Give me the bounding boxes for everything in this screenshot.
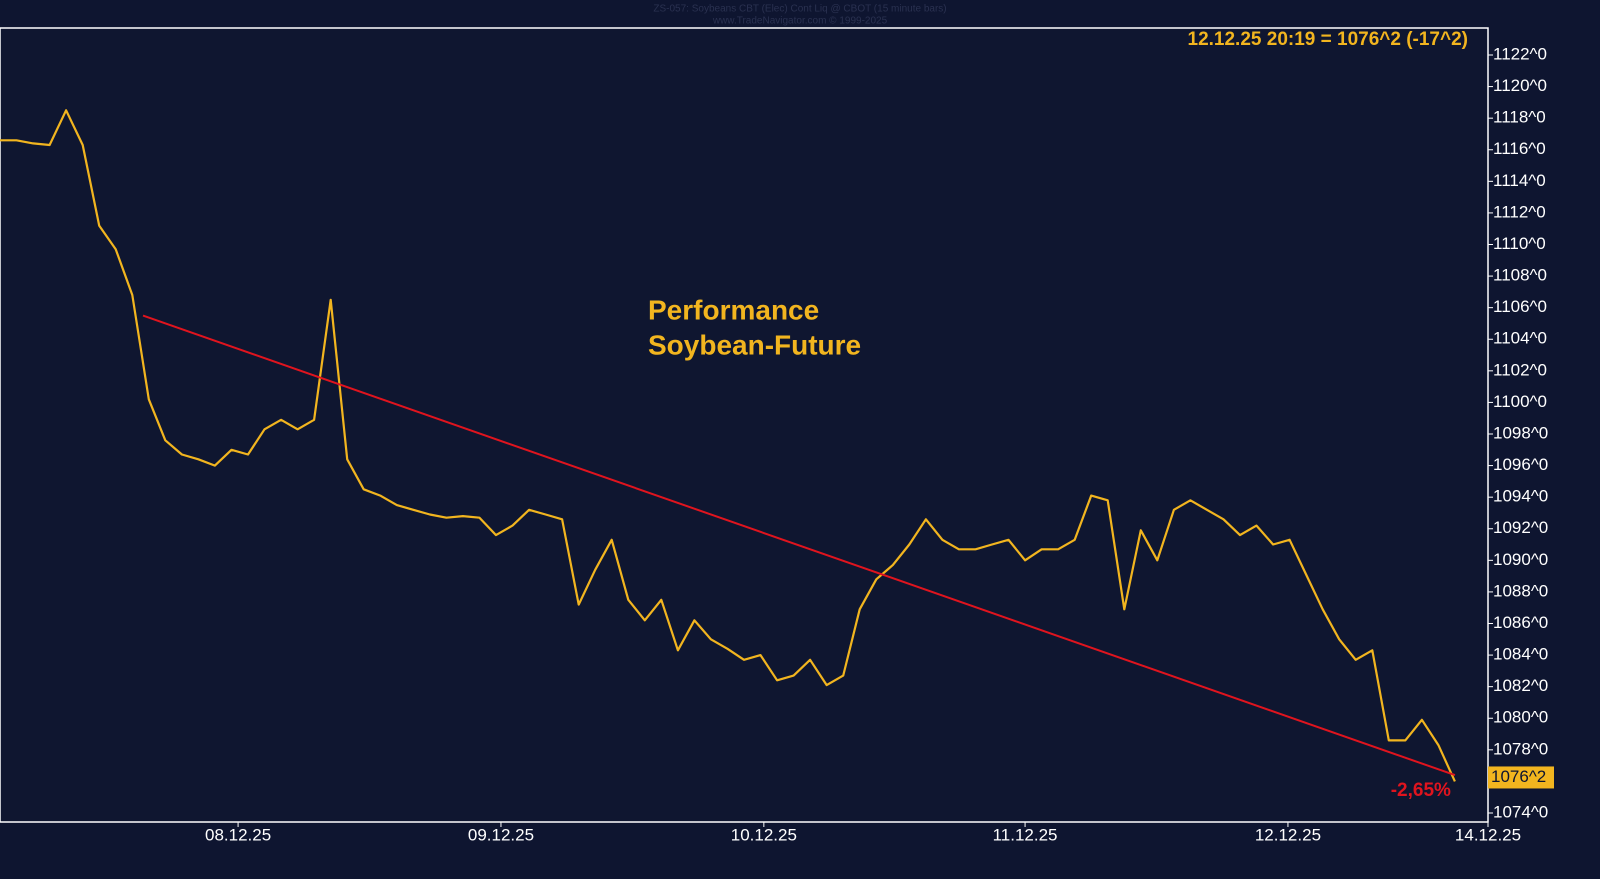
- y-tick-label: 1082^0: [1493, 676, 1548, 695]
- y-tick-label: 1122^0: [1493, 44, 1547, 63]
- y-tick-label: 1112^0: [1493, 202, 1546, 221]
- plot-frame: [0, 27, 1489, 823]
- last-price-label: 1076^2: [1491, 767, 1546, 786]
- quote: 12.12.25 20:19 = 1076^2 (-17^2): [1188, 29, 1468, 50]
- y-tick-label: 1094^0: [1493, 487, 1548, 506]
- x-tick-label: 12.12.25: [1255, 825, 1321, 844]
- annotation: Performance: [648, 294, 819, 325]
- x-tick-label: 10.12.25: [731, 825, 797, 844]
- y-tick-label: 1100^0: [1493, 392, 1547, 411]
- y-tick-label: 1080^0: [1493, 708, 1548, 727]
- trend-line: [142, 314, 1456, 777]
- y-tick-label: 1096^0: [1493, 455, 1548, 474]
- x-tick-label: 14.12.25: [1455, 825, 1521, 844]
- y-tick-label: 1118^0: [1493, 108, 1546, 127]
- last-price-box: [1488, 766, 1554, 789]
- x-tick-label: 11.12.25: [993, 825, 1058, 844]
- x-tick-label: 09.12.25: [468, 825, 534, 844]
- y-tick-label: 1088^0: [1493, 581, 1548, 600]
- y-tick-label: 1104^0: [1493, 329, 1547, 348]
- y-tick-label: 1098^0: [1493, 423, 1548, 442]
- y-tick-label: 1108^0: [1493, 266, 1547, 285]
- annotation: Soybean-Future: [648, 329, 861, 360]
- y-tick-label: 1086^0: [1493, 613, 1548, 632]
- y-tick-label: 1106^0: [1493, 297, 1547, 316]
- y-tick-label: 1116^0: [1493, 139, 1546, 158]
- change-label: -2,65%: [1391, 780, 1451, 801]
- y-tick-label: 1110^0: [1493, 234, 1546, 253]
- y-tick-label: 1114^0: [1493, 171, 1546, 190]
- price-line: [0, 109, 1456, 782]
- y-tick-label: 1120^0: [1493, 76, 1547, 95]
- y-tick-label: 1090^0: [1493, 550, 1548, 569]
- x-tick-label: 08.12.25: [205, 825, 271, 844]
- chart-title: ZS-057: Soybeans CBT (Elec) Cont Liq @ C…: [653, 4, 946, 15]
- y-tick-label: 1092^0: [1493, 518, 1548, 537]
- y-tick-label: 1084^0: [1493, 645, 1548, 664]
- y-tick-label: 1074^0: [1493, 802, 1548, 821]
- y-tick-label: 1078^0: [1493, 739, 1548, 758]
- y-tick-label: 1102^0: [1493, 360, 1547, 379]
- chart-subtitle: www.TradeNavigator.com © 1999-2025: [712, 16, 888, 27]
